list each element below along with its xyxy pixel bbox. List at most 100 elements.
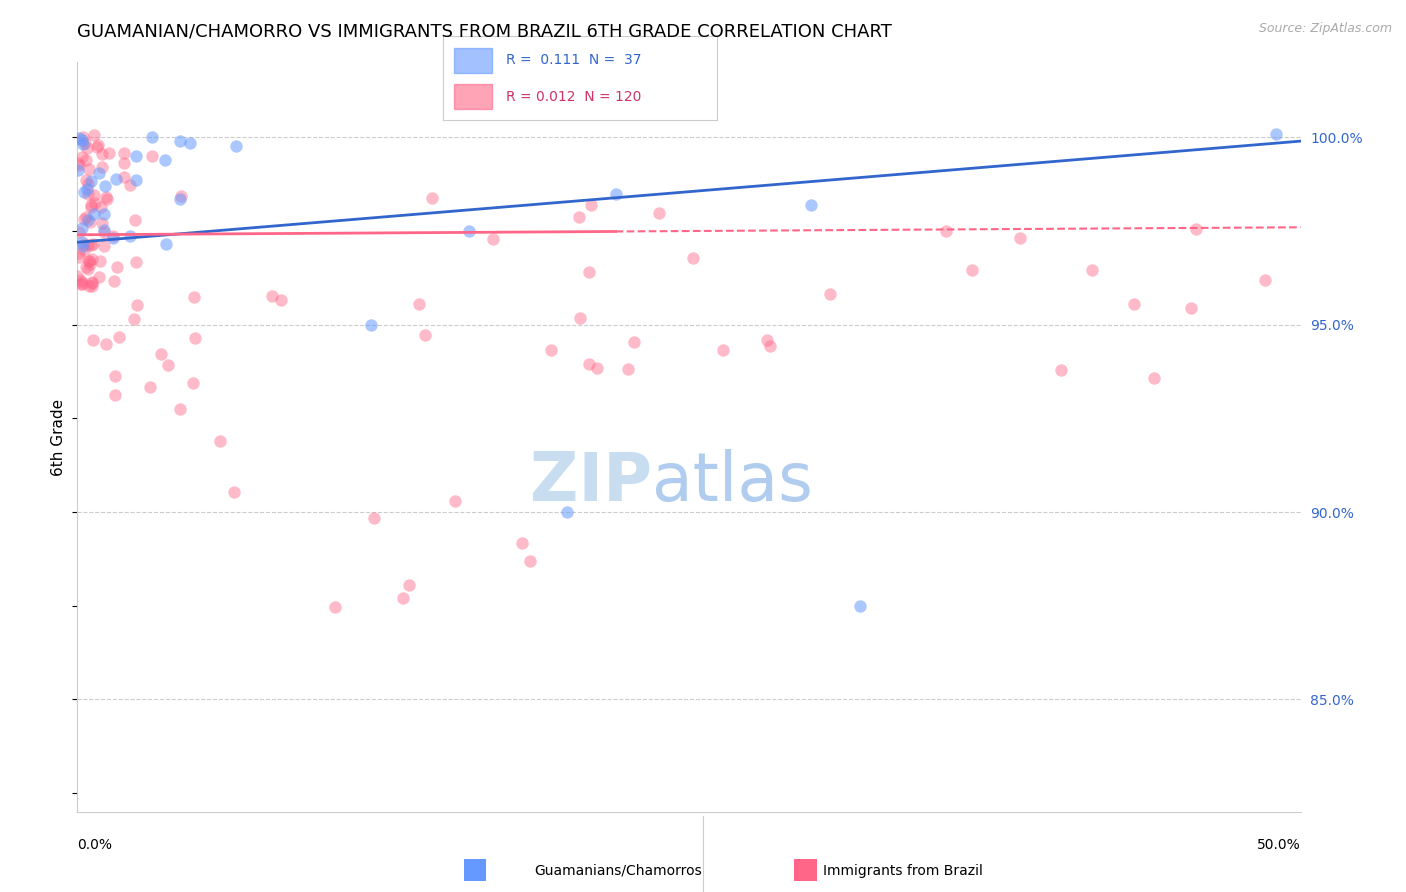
Point (112, 169, 135, 184)
Point (93, 207, 115, 221)
Bar (454, 84, 492, 110)
Text: ZIP: ZIP (530, 449, 652, 515)
Point (408, 296, 430, 310)
Point (83, 188, 105, 202)
Point (169, 402, 191, 417)
Point (67, 130, 90, 145)
Point (82, 275, 104, 289)
Point (83, 128, 105, 142)
Point (89, 254, 111, 268)
Point (73, 186, 96, 200)
Point (93, 223, 115, 237)
Point (568, 210, 591, 224)
Point (125, 255, 148, 269)
Point (139, 379, 162, 393)
Point (153, 153, 176, 167)
Point (960, 263, 983, 277)
Point (360, 318, 382, 332)
Point (87, 270, 110, 285)
Point (1180, 301, 1202, 315)
Point (222, 484, 245, 499)
Point (1049, 362, 1071, 376)
Point (67, 158, 90, 172)
Point (77, 237, 100, 252)
Point (79, 214, 101, 228)
Point (75, 173, 97, 187)
Point (93, 225, 115, 239)
Point (260, 289, 283, 303)
Y-axis label: 6th Grade: 6th Grade (51, 399, 66, 475)
Point (84, 195, 107, 210)
Text: GUAMANIAN/CHAMORRO VS IMMIGRANTS FROM BRAZIL 6TH GRADE CORRELATION CHART: GUAMANIAN/CHAMORRO VS IMMIGRANTS FROM BR… (77, 22, 893, 40)
Point (67, 225, 90, 239)
Point (183, 290, 205, 304)
Point (118, 228, 141, 243)
Point (72, 137, 94, 152)
Point (1123, 297, 1146, 311)
Point (101, 229, 124, 244)
Point (141, 130, 163, 145)
Point (391, 591, 413, 605)
Point (1184, 222, 1206, 236)
Text: R = 0.012  N = 120: R = 0.012 N = 120 (506, 90, 641, 103)
Point (103, 274, 125, 288)
Point (125, 298, 148, 312)
Point (413, 327, 436, 342)
Point (80, 279, 103, 293)
Point (72, 243, 94, 257)
Point (1081, 263, 1104, 277)
Text: 0.0%: 0.0% (77, 838, 112, 853)
Point (482, 231, 505, 245)
Point (82, 237, 104, 252)
Point (91, 160, 114, 174)
Point (617, 361, 640, 376)
Point (80, 174, 103, 188)
Point (112, 156, 135, 170)
Point (75, 260, 97, 274)
Point (108, 330, 131, 344)
Point (79, 200, 101, 214)
Point (66, 163, 89, 178)
Point (169, 134, 191, 148)
Point (225, 138, 247, 153)
Point (363, 511, 385, 525)
Point (70, 150, 93, 164)
Point (86, 140, 108, 154)
Point (80, 238, 103, 252)
Point (80, 252, 103, 267)
Point (75, 210, 97, 224)
Point (179, 136, 201, 150)
Text: 50.0%: 50.0% (1257, 838, 1301, 853)
Point (112, 146, 135, 161)
Point (155, 237, 177, 252)
Point (118, 178, 141, 192)
Point (90, 216, 112, 230)
Point (66, 156, 89, 170)
Point (208, 434, 231, 449)
Point (586, 360, 609, 375)
Point (104, 369, 127, 384)
Text: Immigrants from Brazil: Immigrants from Brazil (823, 863, 983, 878)
Point (83, 206, 105, 220)
Point (77, 254, 100, 268)
Point (91, 147, 114, 161)
Point (569, 310, 592, 325)
Point (170, 189, 193, 203)
Point (157, 358, 180, 372)
Bar (454, 47, 492, 73)
Text: Source: ZipAtlas.com: Source: ZipAtlas.com (1258, 22, 1392, 36)
Point (77, 261, 100, 276)
Point (98, 145, 121, 160)
Point (72, 132, 94, 146)
Point (96, 192, 118, 206)
Point (104, 172, 127, 186)
Point (76, 186, 98, 201)
Point (605, 186, 627, 201)
Point (1254, 273, 1277, 287)
Point (555, 505, 578, 519)
Point (578, 357, 600, 371)
Point (82, 333, 104, 347)
Point (70, 277, 93, 291)
Point (849, 599, 872, 613)
Point (67, 250, 90, 264)
